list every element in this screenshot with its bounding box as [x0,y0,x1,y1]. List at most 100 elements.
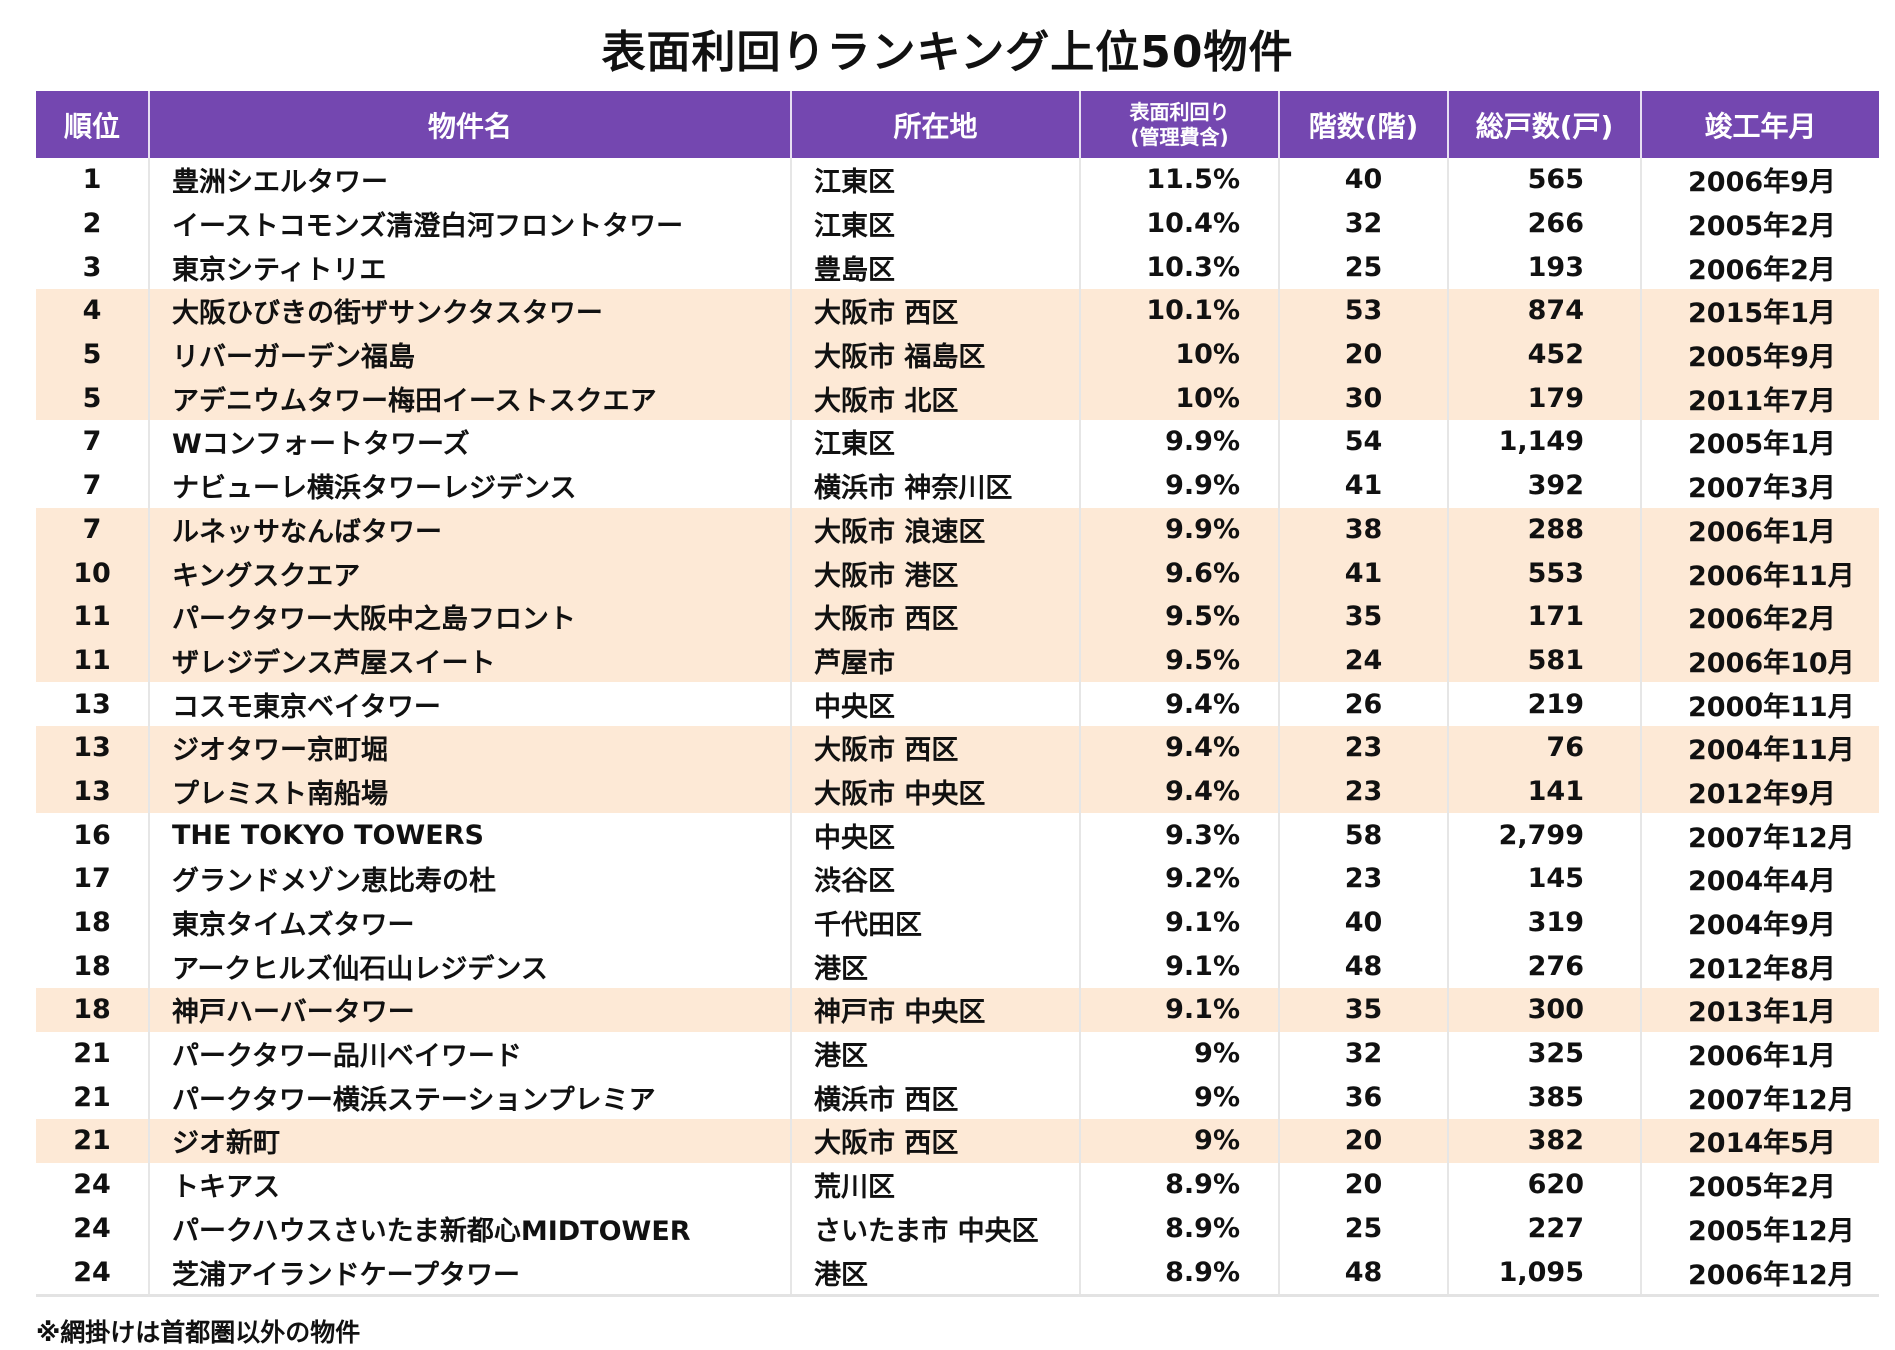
cell-units: 620 [1447,1162,1641,1207]
cell-completed: 2005年1月 [1640,420,1879,464]
cell-location: 江東区 [790,158,1080,202]
cell-completed: 2005年2月 [1640,1162,1879,1207]
cell-yield: 9.1% [1079,900,1279,945]
table-row: 1 豊洲シエルタワー 江東区 11.5% 40 565 2006年9月 [36,158,1879,202]
cell-floors: 20 [1278,332,1448,377]
cell-units: 1,149 [1447,420,1641,464]
cell-name: アークヒルズ仙石山レジデンス [148,944,791,989]
cell-units: 300 [1447,988,1641,1032]
cell-completed: 2006年1月 [1640,507,1879,552]
cell-units: 266 [1447,201,1641,246]
header-yield-line2: (管理費含) [1130,124,1229,149]
cell-yield: 9.4% [1079,769,1279,814]
cell-yield: 9.6% [1079,551,1279,595]
cell-floors: 35 [1278,988,1448,1032]
cell-rank: 21 [73,1081,111,1113]
cell-location: さいたま市 中央区 [790,1206,1080,1251]
table-header: 順位 物件名 所在地 表面利回り (管理費含) 階数(階) 総戸数(戸) 竣工年月 [36,91,1879,158]
cell-yield: 9% [1079,1075,1279,1120]
cell-yield: 9% [1079,1119,1279,1163]
cell-floors: 41 [1278,463,1448,508]
cell-completed: 2006年12月 [1640,1250,1879,1297]
table-row: 5 アデニウムタワー梅田イーストスクエア 大阪市 北区 10% 30 179 2011年7月 [36,376,1879,421]
cell-name: 芝浦アイランドケープタワー [148,1250,791,1297]
table-row: 21 パークタワー横浜ステーションプレミア 横浜市 西区 9% 36 385 2007年12… [36,1075,1879,1120]
cell-rank: 11 [36,594,149,639]
cell-yield: 10% [1079,332,1279,377]
cell-completed: 2006年10月 [1640,638,1879,683]
footnote: ※網掛けは首都圏以外の物件 [36,1318,361,1347]
cell-floors: 36 [1278,1075,1448,1120]
cell-floors: 32 [1278,1031,1448,1076]
cell-floors: 48 [1278,1250,1448,1297]
cell-units: 145 [1447,857,1641,901]
cell-yield: 10.3% [1079,245,1279,290]
cell-units: 385 [1447,1075,1641,1120]
table-row: 24 パークハウスさいたま新都心MIDTOWER さいたま市 中央区 8.9% 25 22… [36,1206,1879,1251]
cell-yield: 11.5% [1079,158,1279,202]
cell-name: ルネッサなんばタワー [148,507,791,552]
cell-yield: 9.4% [1079,725,1279,770]
cell-rank: 4 [36,289,149,333]
cell-completed: 2015年1月 [1640,289,1879,333]
cell-completed: 2005年2月 [1640,201,1879,246]
cell-yield: 8.9% [1079,1206,1279,1251]
cell-location: 大阪市 中央区 [790,769,1080,814]
cell-floors: 53 [1278,289,1448,333]
table-row: 5 リバーガーデン福島 大阪市 福島区 10% 20 452 2005年9月 [36,332,1879,377]
cell-location: 大阪市 浪速区 [790,507,1080,552]
cell-units: 319 [1447,900,1641,945]
cell-location: 渋谷区 [790,857,1080,901]
table-row: 18 神戸ハーバータワー 神戸市 中央区 9.1% 35 300 2013年1月 [36,988,1879,1032]
cell-units: 553 [1447,551,1641,595]
cell-location: 芦屋市 [790,638,1080,683]
cell-completed: 2004年4月 [1640,857,1879,901]
table-row: 18 アークヒルズ仙石山レジデンス 港区 9.1% 48 276 2012年8月 [36,944,1879,989]
cell-rank: 17 [73,863,111,895]
cell-name: パークタワー横浜ステーションプレミア [148,1075,791,1120]
cell-rank: 21 [36,1119,149,1163]
cell-units: 141 [1447,769,1641,814]
table-row: 18 東京タイムズタワー 千代田区 9.1% 40 319 2004年9月 [36,900,1879,945]
cell-rank: 7 [82,426,102,458]
cell-location: 大阪市 北区 [790,376,1080,421]
cell-location: 大阪市 福島区 [790,332,1080,377]
cell-units: 179 [1447,376,1641,421]
table-row: 21 パークタワー品川ベイワード 港区 9% 32 325 2006年1月 [36,1031,1879,1076]
cell-location: 中央区 [790,682,1080,726]
cell-location: 大阪市 西区 [790,1119,1080,1163]
cell-name: プレミスト南船場 [148,769,791,814]
cell-rank: 11 [36,638,149,683]
cell-units: 171 [1447,594,1641,639]
cell-yield: 9.5% [1079,594,1279,639]
cell-completed: 2013年1月 [1640,988,1879,1032]
cell-name: ジオタワー京町堀 [148,725,791,770]
cell-name: THE TOKYO TOWERS [148,813,791,857]
cell-floors: 35 [1278,594,1448,639]
cell-units: 227 [1447,1206,1641,1251]
cell-location: 豊島区 [790,245,1080,290]
cell-name: 東京タイムズタワー [148,900,791,945]
cell-floors: 20 [1278,1119,1448,1163]
cell-location: 荒川区 [790,1162,1080,1207]
cell-yield: 9% [1079,1031,1279,1076]
ranking-table: 順位 物件名 所在地 表面利回り (管理費含) 階数(階) 総戸数(戸) 竣工年月… [36,91,1879,1297]
cell-units: 219 [1447,682,1641,726]
cell-units: 276 [1447,944,1641,989]
table-row: 2 イーストコモンズ清澄白河フロントタワー 江東区 10.4% 32 266 2005年2月 [36,201,1879,246]
cell-location: 大阪市 港区 [790,551,1080,595]
table-row: 17 グランドメゾン恵比寿の杜 渋谷区 9.2% 23 145 2004年4月 [36,857,1879,901]
cell-units: 382 [1447,1119,1641,1163]
cell-location: 中央区 [790,813,1080,857]
cell-completed: 2011年7月 [1640,376,1879,421]
cell-rank: 18 [73,907,111,939]
table-row: 13 コスモ東京ベイタワー 中央区 9.4% 26 219 2000年11月 [36,682,1879,726]
cell-floors: 40 [1278,158,1448,202]
table-row: 11 パークタワー大阪中之島フロント 大阪市 西区 9.5% 35 171 2006年2月 [36,594,1879,639]
cell-location: 横浜市 西区 [790,1075,1080,1120]
cell-units: 874 [1447,289,1641,333]
cell-floors: 23 [1278,857,1448,901]
cell-floors: 32 [1278,201,1448,246]
cell-location: 港区 [790,1031,1080,1076]
cell-name: イーストコモンズ清澄白河フロントタワー [148,201,791,246]
